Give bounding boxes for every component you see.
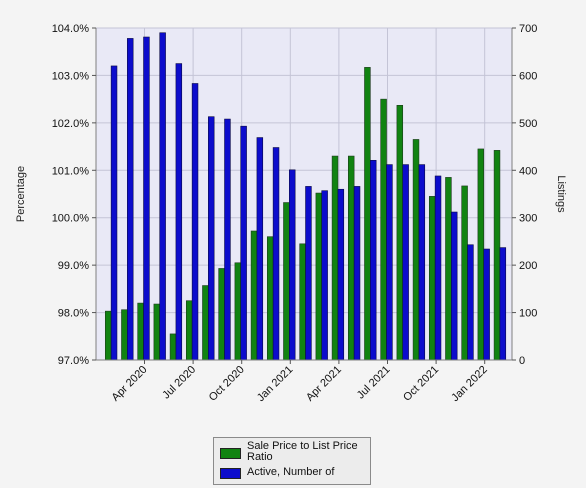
bar-sale-price-ratio xyxy=(412,139,420,361)
bar-sale-price-ratio xyxy=(283,202,290,361)
bar-active-listings xyxy=(110,65,118,361)
bar-sale-price-ratio xyxy=(153,303,161,361)
bar-sale-price-ratio xyxy=(428,196,436,361)
bar-active-listings xyxy=(240,125,247,361)
bar-active-listings xyxy=(305,186,312,361)
bar-active-listings xyxy=(353,186,361,361)
left-tick-label: 104.0% xyxy=(52,23,90,35)
bar-sale-price-ratio xyxy=(364,67,371,361)
legend-swatch-green xyxy=(220,448,241,459)
left-axis-label: Percentage xyxy=(15,166,27,222)
bar-active-listings xyxy=(127,38,134,361)
bar-sale-price-ratio xyxy=(104,310,112,361)
bar-sale-price-ratio xyxy=(299,243,306,361)
bar-active-listings xyxy=(208,116,215,361)
bar-active-listings xyxy=(402,164,409,361)
x-tick-label: Apr 2021 xyxy=(304,364,344,404)
bar-sale-price-ratio xyxy=(396,105,404,361)
legend-item-active-listings: Active, Number of xyxy=(220,467,364,479)
bar-active-listings xyxy=(224,118,231,361)
left-axis-ticks: 97.0% 98.0% 99.0% 100.0% 101.0% 102.0% 103.0% 1… xyxy=(52,23,96,367)
bar-active-listings xyxy=(143,36,150,361)
bar-sale-price-ratio xyxy=(202,285,209,361)
right-axis-ticks: 0 100 200 300 400 500 600 700 xyxy=(512,23,537,367)
x-tick-label: Apr 2020 xyxy=(110,364,150,404)
bar-active-listings xyxy=(386,164,393,361)
bar-active-listings xyxy=(451,211,458,361)
right-tick-label: 500 xyxy=(519,118,537,130)
bar-sale-price-ratio xyxy=(266,236,274,361)
right-tick-label: 300 xyxy=(519,213,537,225)
left-tick-label: 98.0% xyxy=(58,308,89,320)
legend-label: Active, Number of xyxy=(247,466,335,478)
bar-sale-price-ratio xyxy=(380,98,387,361)
left-tick-label: 103.0% xyxy=(52,70,90,82)
x-tick-label: Jul 2021 xyxy=(355,364,393,402)
left-tick-label: 100.0% xyxy=(52,213,90,225)
bar-sale-price-ratio xyxy=(234,262,242,361)
bar-active-listings xyxy=(434,175,442,361)
bar-sale-price-ratio xyxy=(493,150,501,361)
legend-swatch-blue xyxy=(220,468,241,479)
left-tick-label: 99.0% xyxy=(58,260,89,272)
bar-active-listings xyxy=(289,169,296,361)
bar-sale-price-ratio xyxy=(347,155,355,361)
left-tick-label: 102.0% xyxy=(52,118,90,130)
bar-sale-price-ratio xyxy=(137,302,144,361)
bar-active-listings xyxy=(499,247,507,361)
x-tick-label: Jul 2020 xyxy=(160,364,198,402)
right-tick-label: 100 xyxy=(519,308,537,320)
bar-sale-price-ratio xyxy=(331,155,339,361)
left-tick-label: 101.0% xyxy=(52,165,90,177)
bar-sale-price-ratio xyxy=(445,177,452,361)
x-tick-label: Oct 2020 xyxy=(207,364,247,404)
bar-sale-price-ratio xyxy=(461,185,468,361)
right-tick-label: 600 xyxy=(519,70,537,82)
x-axis-ticks: Apr 2020 Jul 2020 Oct 2020 Jan 2021 Apr 2021… xyxy=(110,360,490,404)
bar-sale-price-ratio xyxy=(185,300,193,361)
legend-item-sale-price-ratio: Sale Price to List Price Ratio xyxy=(220,441,364,463)
x-tick-label: Jan 2022 xyxy=(449,364,489,404)
right-tick-label: 700 xyxy=(519,23,537,35)
left-tick-label: 97.0% xyxy=(58,355,89,367)
bar-sale-price-ratio xyxy=(315,192,323,361)
bars xyxy=(104,32,507,361)
bar-active-listings xyxy=(370,160,377,361)
bar-sale-price-ratio xyxy=(121,309,128,361)
bar-active-listings xyxy=(483,248,490,361)
bar-active-listings xyxy=(256,137,264,361)
right-tick-label: 0 xyxy=(519,355,525,367)
bar-sale-price-ratio xyxy=(218,268,225,361)
bar-active-listings xyxy=(321,190,328,361)
x-tick-label: Jan 2021 xyxy=(255,364,295,404)
right-tick-label: 400 xyxy=(519,165,537,177)
bar-active-listings xyxy=(467,244,474,361)
bar-sale-price-ratio xyxy=(477,148,485,361)
x-tick-label: Oct 2021 xyxy=(401,364,441,404)
bar-active-listings xyxy=(272,147,280,361)
bar-sale-price-ratio xyxy=(169,333,177,361)
bar-sale-price-ratio xyxy=(250,230,258,361)
bar-active-listings xyxy=(191,83,199,361)
bar-active-listings xyxy=(175,63,183,361)
legend: Sale Price to List Price Ratio Active, N… xyxy=(213,437,371,485)
right-tick-label: 200 xyxy=(519,260,537,272)
bar-active-listings xyxy=(159,32,166,361)
bar-active-listings xyxy=(337,188,345,361)
bar-active-listings xyxy=(418,164,426,361)
right-axis-label: Listings xyxy=(555,175,567,213)
legend-label: Sale Price to List Price Ratio xyxy=(247,440,358,463)
